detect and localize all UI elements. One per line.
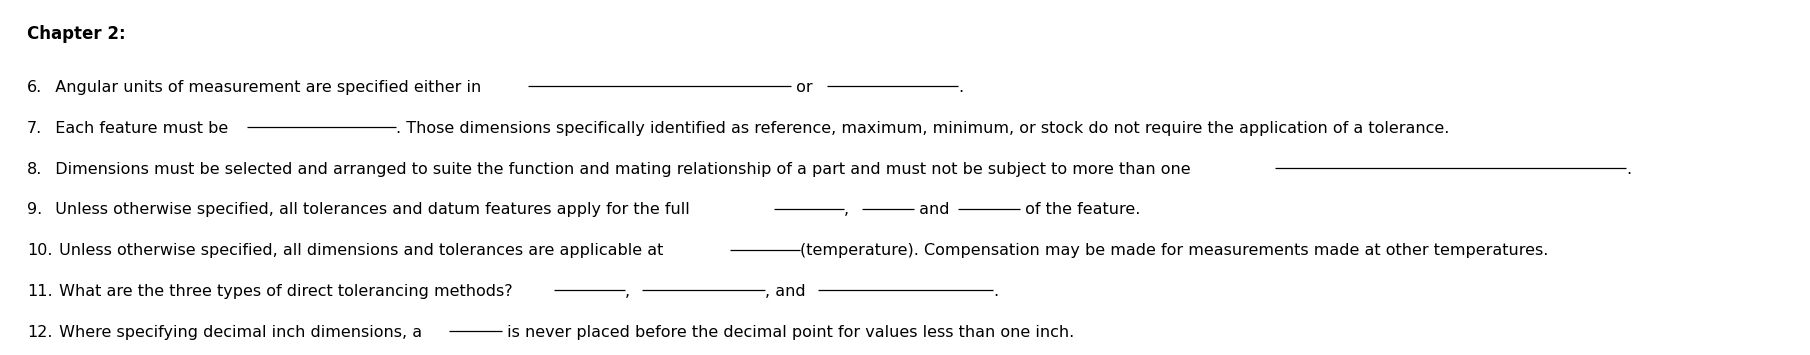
Text: 9.: 9. <box>27 202 42 217</box>
Text: 6.: 6. <box>27 80 42 95</box>
Text: 8.: 8. <box>27 162 42 176</box>
Text: (temperature). Compensation may be made for measurements made at other temperatu: (temperature). Compensation may be made … <box>800 243 1549 258</box>
Text: , and: , and <box>766 284 811 299</box>
Text: What are the three types of direct tolerancing methods?: What are the three types of direct toler… <box>54 284 518 299</box>
Text: and: and <box>914 202 956 217</box>
Text: Where specifying decimal inch dimensions, a: Where specifying decimal inch dimensions… <box>54 325 427 340</box>
Text: Each feature must be: Each feature must be <box>45 121 233 136</box>
Text: ,: , <box>843 202 854 217</box>
Text: 7.: 7. <box>27 121 42 136</box>
Text: or: or <box>791 80 818 95</box>
Text: of the feature.: of the feature. <box>1019 202 1140 217</box>
Text: 11.: 11. <box>27 284 52 299</box>
Text: .: . <box>1625 162 1631 176</box>
Text: 12.: 12. <box>27 325 52 340</box>
Text: . Those dimensions specifically identified as reference, maximum, minimum, or st: . Those dimensions specifically identifi… <box>396 121 1450 136</box>
Text: .: . <box>957 80 963 95</box>
Text: .: . <box>994 284 999 299</box>
Text: Unless otherwise specified, all dimensions and tolerances are applicable at: Unless otherwise specified, all dimensio… <box>54 243 668 258</box>
Text: Unless otherwise specified, all tolerances and datum features apply for the full: Unless otherwise specified, all toleranc… <box>45 202 695 217</box>
Text: 10.: 10. <box>27 243 52 258</box>
Text: Angular units of measurement are specified either in: Angular units of measurement are specifi… <box>45 80 487 95</box>
Text: Chapter 2:: Chapter 2: <box>27 25 125 43</box>
Text: is never placed before the decimal point for values less than one inch.: is never placed before the decimal point… <box>501 325 1073 340</box>
Text: ,: , <box>624 284 635 299</box>
Text: Dimensions must be selected and arranged to suite the function and mating relati: Dimensions must be selected and arranged… <box>45 162 1195 176</box>
